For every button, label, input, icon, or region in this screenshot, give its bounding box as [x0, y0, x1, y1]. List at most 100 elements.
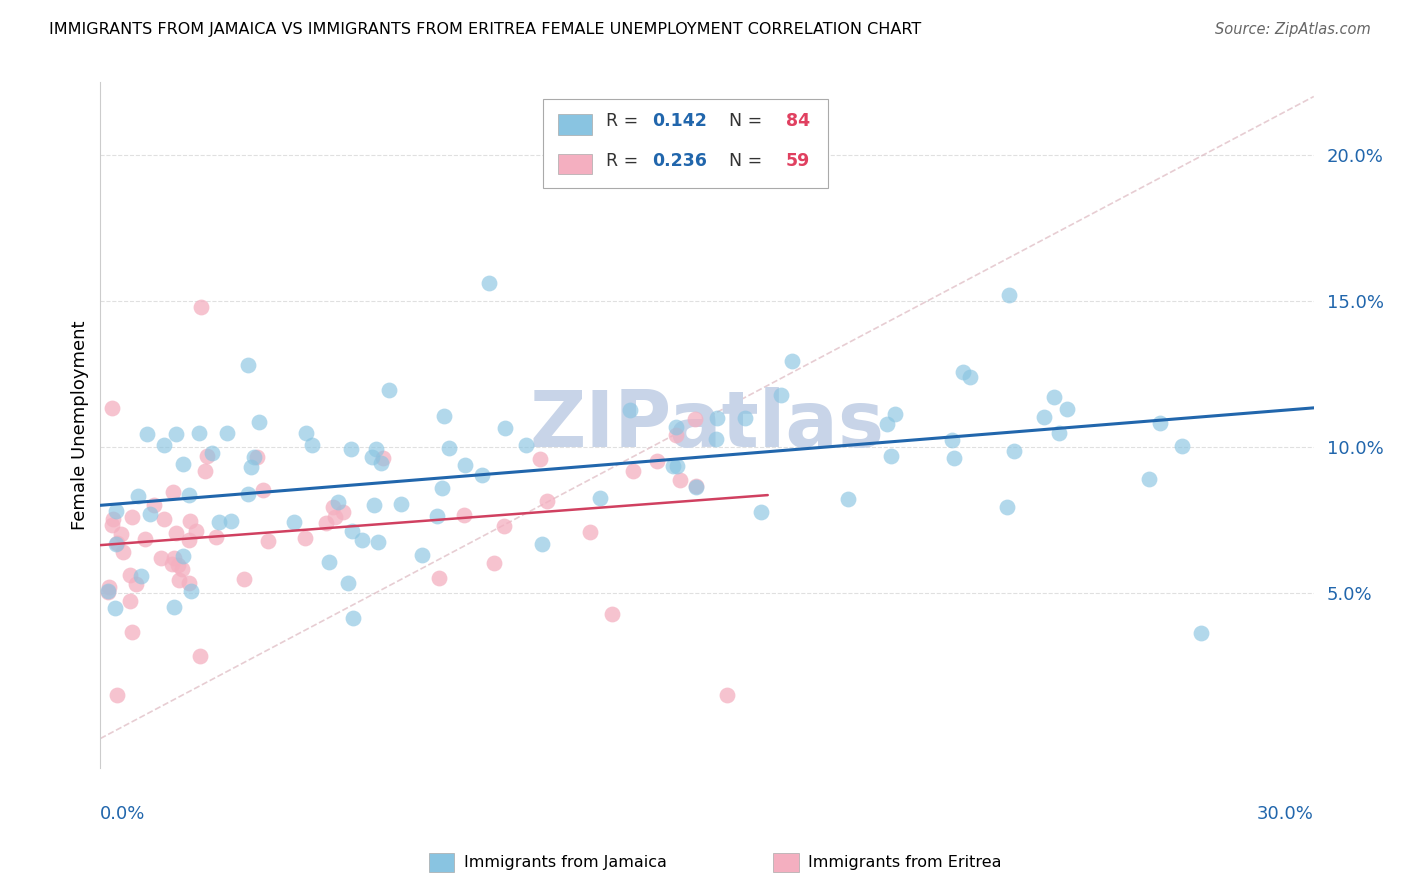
Point [340, 442, 363, 456]
Point [194, 464, 217, 478]
Text: R =: R = [606, 112, 644, 130]
Point [370, 456, 392, 470]
FancyBboxPatch shape [543, 99, 828, 188]
Point [179, 488, 201, 502]
Point [411, 548, 433, 562]
Point [1149, 416, 1171, 430]
Point [153, 438, 176, 452]
Point [177, 533, 200, 547]
Point [110, 527, 132, 541]
Point [478, 277, 501, 291]
Point [236, 487, 259, 501]
Point [243, 450, 266, 464]
Point [98, 580, 121, 594]
Point [942, 450, 965, 465]
Point [619, 402, 641, 417]
Text: 84: 84 [786, 112, 810, 130]
Point [515, 438, 537, 452]
Point [336, 576, 359, 591]
Point [104, 504, 127, 518]
Point [160, 558, 183, 572]
Point [364, 442, 387, 457]
Point [665, 420, 688, 434]
Point [430, 481, 453, 495]
Point [426, 508, 449, 523]
Point [1032, 409, 1054, 424]
Point [536, 494, 558, 508]
Point [104, 600, 127, 615]
Point [952, 365, 974, 379]
Point [340, 524, 363, 539]
Text: R =: R = [606, 152, 644, 169]
Point [427, 571, 450, 585]
Point [129, 569, 152, 583]
Text: 0.142: 0.142 [652, 112, 707, 130]
Point [683, 412, 706, 426]
Point [121, 624, 143, 639]
Point [207, 515, 229, 529]
Point [780, 354, 803, 368]
Text: N =: N = [718, 152, 768, 169]
Point [294, 531, 316, 545]
Point [685, 480, 707, 494]
Point [252, 483, 274, 497]
Point [105, 536, 128, 550]
Point [578, 524, 600, 539]
Point [236, 358, 259, 372]
Point [884, 407, 907, 421]
Point [1002, 443, 1025, 458]
Point [876, 417, 898, 431]
Point [162, 550, 184, 565]
Point [433, 409, 456, 424]
Point [959, 369, 981, 384]
Point [770, 388, 793, 402]
Point [454, 458, 477, 472]
Point [172, 549, 194, 563]
Point [529, 452, 551, 467]
Point [371, 450, 394, 465]
Text: 59: 59 [786, 152, 810, 169]
Point [301, 438, 323, 452]
Point [135, 427, 157, 442]
Point [172, 457, 194, 471]
Bar [773, 853, 799, 872]
Point [127, 490, 149, 504]
Point [621, 464, 644, 478]
Point [995, 500, 1018, 515]
Point [112, 545, 135, 559]
Point [666, 458, 689, 473]
Point [124, 576, 146, 591]
Point [352, 533, 374, 547]
Point [247, 415, 270, 429]
Point [751, 505, 773, 519]
Text: IMMIGRANTS FROM JAMAICA VS IMMIGRANTS FROM ERITREA FEMALE UNEMPLOYMENT CORRELATI: IMMIGRANTS FROM JAMAICA VS IMMIGRANTS FR… [49, 22, 921, 37]
Point [734, 410, 756, 425]
Point [219, 514, 242, 528]
Point [101, 512, 124, 526]
Point [177, 575, 200, 590]
Point [704, 432, 727, 446]
Point [142, 498, 165, 512]
Point [172, 562, 194, 576]
Point [105, 689, 128, 703]
Point [101, 518, 124, 533]
Point [880, 449, 903, 463]
Point [1047, 426, 1070, 441]
Point [645, 454, 668, 468]
Point [837, 491, 859, 506]
Point [180, 584, 202, 599]
Point [361, 450, 384, 465]
Point [318, 555, 340, 569]
FancyBboxPatch shape [558, 154, 592, 175]
Point [1043, 390, 1066, 404]
Point [217, 425, 239, 440]
Point [162, 600, 184, 615]
Point [1170, 439, 1192, 453]
Point [134, 532, 156, 546]
Point [600, 607, 623, 621]
Point [246, 450, 269, 465]
Point [97, 585, 120, 599]
Point [941, 433, 963, 447]
Point [190, 648, 212, 663]
Point [494, 421, 516, 435]
